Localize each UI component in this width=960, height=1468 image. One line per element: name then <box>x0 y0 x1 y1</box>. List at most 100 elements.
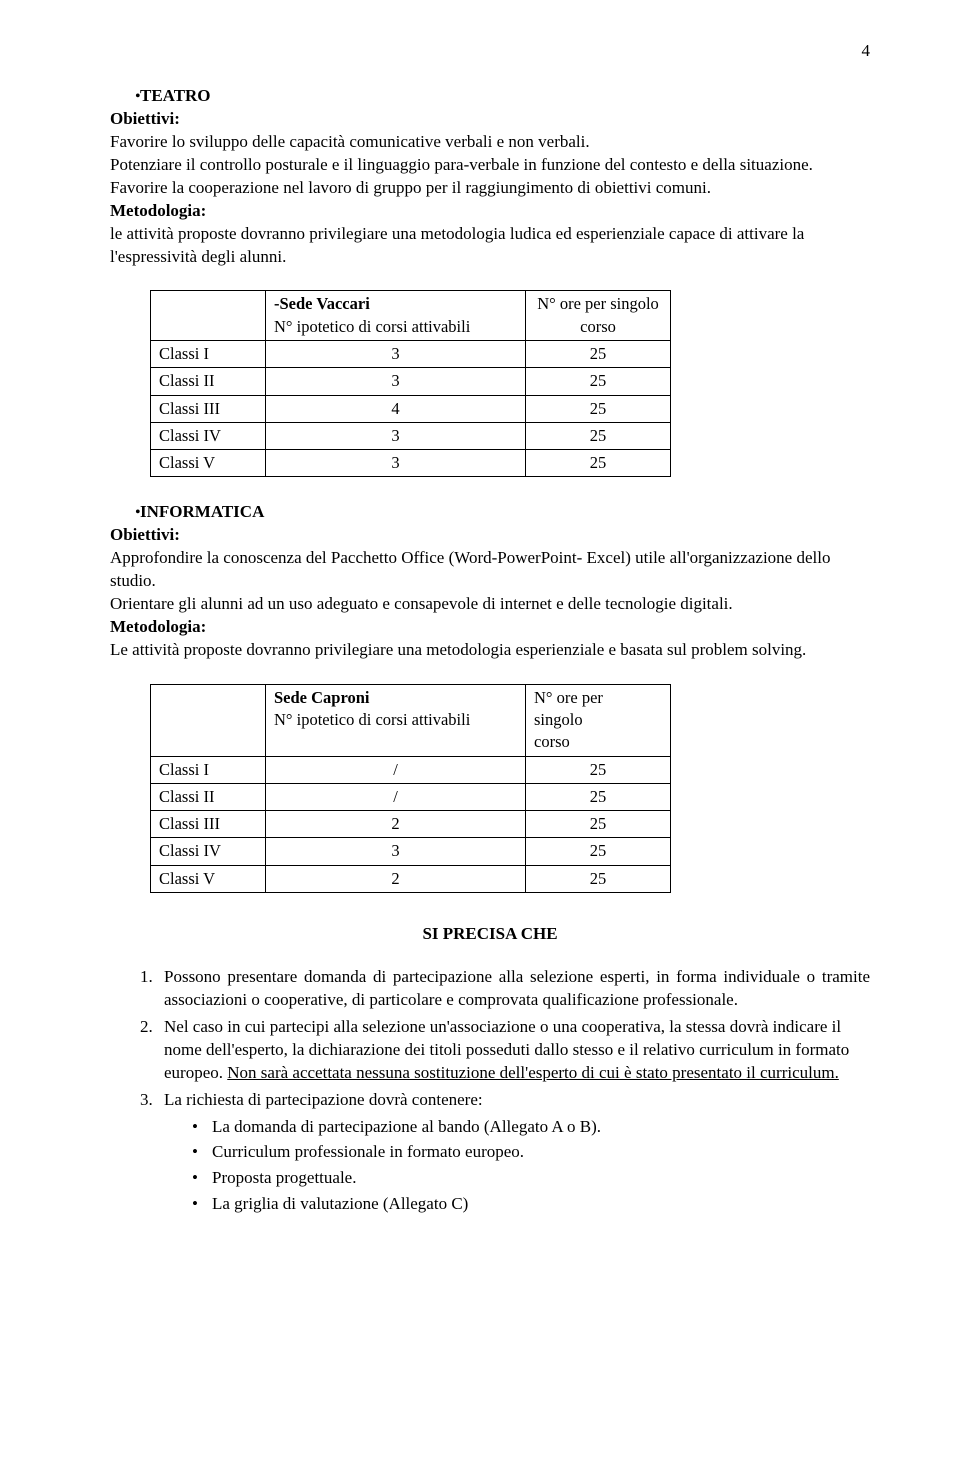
list-item: •La domanda di partecipazione al bando (… <box>190 1116 870 1139</box>
list-item: •Proposta progettuale. <box>190 1167 870 1190</box>
cell: 25 <box>526 422 671 449</box>
table-header-c3: N° ore per singolo corso <box>526 291 671 341</box>
informatica-metodologia-text: Le attività proposte dovranno privilegia… <box>110 639 870 662</box>
precisa-item2b: Non sarà accettata nessuna sostituzione … <box>227 1063 839 1082</box>
cell: 25 <box>526 811 671 838</box>
cell: 3 <box>266 422 526 449</box>
sub-text: La griglia di valutazione (Allegato C) <box>212 1193 468 1216</box>
cell: Classi II <box>151 783 266 810</box>
teatro-table: -Sede Vaccari N° ipotetico di corsi atti… <box>150 290 671 477</box>
cell: 25 <box>526 865 671 892</box>
bullet-icon: • <box>190 1167 212 1190</box>
teatro-obj-1: Favorire lo sviluppo delle capacità comu… <box>110 131 870 154</box>
teatro-heading-line: • TEATRO <box>110 85 870 108</box>
informatica-obj-2: Orientare gli alunni ad un uso adeguato … <box>110 593 870 616</box>
teatro-obj-3: Favorire la cooperazione nel lavoro di g… <box>110 177 870 200</box>
table-header-c2: -Sede Vaccari N° ipotetico di corsi atti… <box>266 291 526 341</box>
precisa-sublist: •La domanda di partecipazione al bando (… <box>164 1116 870 1217</box>
table-header-empty <box>151 684 266 756</box>
table-row: Classi II 3 25 <box>151 368 671 395</box>
teatro-metodologia-label: Metodologia: <box>110 200 870 223</box>
cell: Classi I <box>151 756 266 783</box>
cell: 3 <box>266 340 526 367</box>
table-row: Classi V 3 25 <box>151 450 671 477</box>
cell: Classi V <box>151 865 266 892</box>
precisa-heading: SI PRECISA CHE <box>110 923 870 946</box>
table-header-row: Sede Caproni N° ipotetico di corsi attiv… <box>151 684 671 756</box>
cell: Classi III <box>151 811 266 838</box>
list-item: 2. Nel caso in cui partecipi alla selezi… <box>140 1016 870 1085</box>
informatica-metodologia-label: Metodologia: <box>110 616 870 639</box>
cell: / <box>266 783 526 810</box>
cell: 25 <box>526 340 671 367</box>
bullet-icon: • <box>110 502 140 524</box>
precisa-item3-text: La richiesta di partecipazione dovrà con… <box>164 1090 483 1109</box>
sub-text: Proposta progettuale. <box>212 1167 356 1190</box>
cell: 2 <box>266 865 526 892</box>
table-row: Classi I / 25 <box>151 756 671 783</box>
precisa-list: 1. Possono presentare domanda di parteci… <box>110 966 870 1219</box>
precisa-item2: Nel caso in cui partecipi alla selezione… <box>164 1016 870 1085</box>
table-header-c3: N° ore per singolo corso <box>526 684 671 756</box>
list-number: 2. <box>140 1016 164 1085</box>
precisa-item1: Possono presentare domanda di partecipaz… <box>164 966 870 1012</box>
table1-h2b: N° ipotetico di corsi attivabili <box>274 317 470 336</box>
informatica-section: • INFORMATICA Obiettivi: Approfondire la… <box>110 501 870 662</box>
bullet-icon: • <box>190 1116 212 1139</box>
cell: 3 <box>266 450 526 477</box>
table1-h2a: -Sede Vaccari <box>274 294 370 313</box>
table2-h2b: N° ipotetico di corsi attivabili <box>274 710 470 729</box>
table2-h2a: Sede Caproni <box>274 688 370 707</box>
table-header-c2: Sede Caproni N° ipotetico di corsi attiv… <box>266 684 526 756</box>
table-row: Classi IV 3 25 <box>151 422 671 449</box>
cell: 3 <box>266 838 526 865</box>
table2-h3c: corso <box>534 732 570 751</box>
cell: 25 <box>526 783 671 810</box>
teatro-section: • TEATRO Obiettivi: Favorire lo sviluppo… <box>110 85 870 269</box>
cell: 25 <box>526 838 671 865</box>
table-row: Classi V 2 25 <box>151 865 671 892</box>
cell: 2 <box>266 811 526 838</box>
table2-h3b: singolo <box>534 710 583 729</box>
informatica-heading: INFORMATICA <box>140 501 264 524</box>
list-number: 1. <box>140 966 164 1012</box>
table-row: Classi III 2 25 <box>151 811 671 838</box>
page-number: 4 <box>110 40 870 63</box>
table-row: Classi II / 25 <box>151 783 671 810</box>
informatica-heading-line: • INFORMATICA <box>110 501 870 524</box>
table-header-row: -Sede Vaccari N° ipotetico di corsi atti… <box>151 291 671 341</box>
cell: Classi II <box>151 368 266 395</box>
sub-text: Curriculum professionale in formato euro… <box>212 1141 524 1164</box>
teatro-obj-2: Potenziare il controllo posturale e il l… <box>110 154 870 177</box>
teatro-obiettivi-label: Obiettivi: <box>110 108 870 131</box>
list-number: 3. <box>140 1089 164 1220</box>
table-row: Classi IV 3 25 <box>151 838 671 865</box>
table-header-empty <box>151 291 266 341</box>
cell: Classi V <box>151 450 266 477</box>
table1-h3b: corso <box>580 317 616 336</box>
cell: / <box>266 756 526 783</box>
list-item: 1. Possono presentare domanda di parteci… <box>140 966 870 1012</box>
sub-text: La domanda di partecipazione al bando (A… <box>212 1116 601 1139</box>
cell: Classi IV <box>151 838 266 865</box>
cell: 25 <box>526 368 671 395</box>
teatro-metodologia-text: le attività proposte dovranno privilegia… <box>110 223 870 269</box>
list-item: •Curriculum professionale in formato eur… <box>190 1141 870 1164</box>
cell: Classi IV <box>151 422 266 449</box>
table-row: Classi III 4 25 <box>151 395 671 422</box>
bullet-icon: • <box>110 86 140 108</box>
precisa-item3: La richiesta di partecipazione dovrà con… <box>164 1089 870 1220</box>
cell: Classi I <box>151 340 266 367</box>
cell: 25 <box>526 450 671 477</box>
informatica-obiettivi-label: Obiettivi: <box>110 524 870 547</box>
table-row: Classi I 3 25 <box>151 340 671 367</box>
cell: 25 <box>526 395 671 422</box>
bullet-icon: • <box>190 1141 212 1164</box>
cell: 4 <box>266 395 526 422</box>
teatro-heading: TEATRO <box>140 85 211 108</box>
cell: Classi III <box>151 395 266 422</box>
bullet-icon: • <box>190 1193 212 1216</box>
informatica-obj-1: Approfondire la conoscenza del Pacchetto… <box>110 547 870 593</box>
table1-h3a: N° ore per singolo <box>537 294 659 313</box>
list-item: 3. La richiesta di partecipazione dovrà … <box>140 1089 870 1220</box>
